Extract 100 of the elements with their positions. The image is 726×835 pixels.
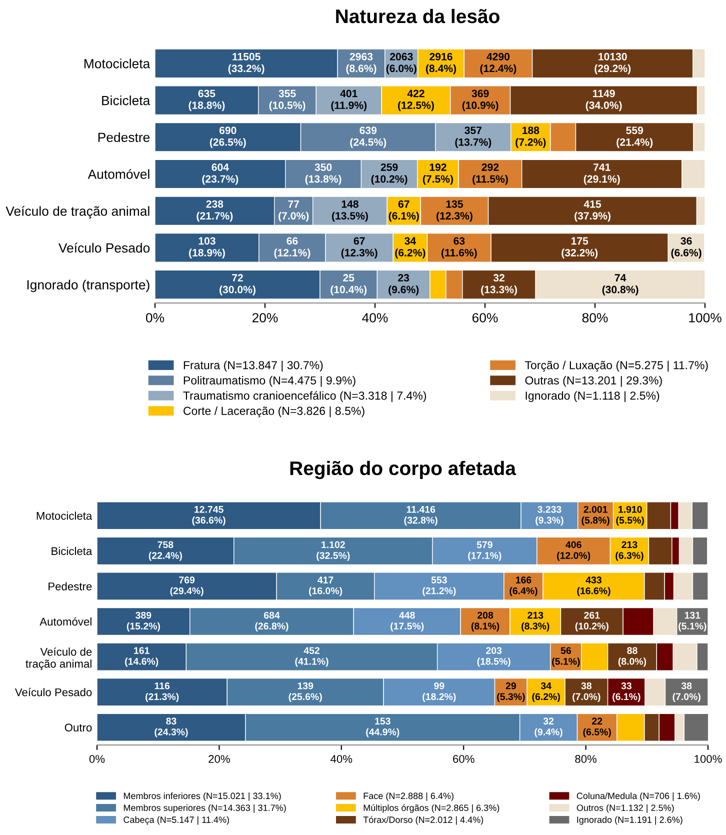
data-label: 116 (21.3%) xyxy=(146,682,179,702)
data-label: 389 (15.2%) xyxy=(126,612,160,632)
legend-label: Torção / Luxação (N=5.275 | 11.7%) xyxy=(524,360,708,372)
data-label: 77 (7.0%) xyxy=(278,200,309,222)
data-label: 36 (6.6%) xyxy=(671,237,702,259)
data-label: 2916 (8.4%) xyxy=(426,52,456,74)
y-tick-label: Outro xyxy=(64,724,92,732)
data-label: 4290 (12.4%) xyxy=(480,52,516,74)
data-label: 34 (6.2%) xyxy=(532,682,560,702)
data-label: 99 (18.2%) xyxy=(422,682,456,702)
data-label: 2963 (8.6%) xyxy=(346,52,376,74)
data-label: 741 (29.1%) xyxy=(584,164,620,185)
y-tick-label: Veículo de tração animal xyxy=(26,647,92,670)
y-tick-label: Bicicleta xyxy=(102,96,150,106)
data-label: 452 (41.1%) xyxy=(295,647,328,667)
y-tick-label: Veículo Pesado xyxy=(58,242,150,253)
data-label: 188 (7.2%) xyxy=(516,126,546,148)
data-label: 10130 (29.2%) xyxy=(594,52,631,74)
data-label: 32 (9.4%) xyxy=(534,718,562,738)
data-label: 22 (6.5%) xyxy=(583,718,611,738)
data-label: 29 (5.3%) xyxy=(497,682,525,702)
chart-title: Região do corpo afetada xyxy=(290,460,516,480)
y-tick-label: Pedestre xyxy=(98,132,150,142)
data-label: 139 (25.6%) xyxy=(288,682,322,702)
y-tick-label: Veículo Pesado xyxy=(14,688,92,696)
legend-label: Ignorado (N=1.191 | 2.6%) xyxy=(577,816,682,825)
data-label: 56 (5.1%) xyxy=(552,647,580,667)
data-label: 3.233 (9.3%) xyxy=(536,506,564,526)
data-label: 417 (16.0%) xyxy=(308,576,342,596)
legend-label: Múltiplos órgãos (N=2.865 | 6.3%) xyxy=(364,804,500,813)
data-label: 83 (24.3%) xyxy=(154,718,188,738)
data-label: 32 (13.3%) xyxy=(481,274,517,296)
legend-label: Cabeça (N=5.147 | 11.4%) xyxy=(124,816,229,825)
legend-label: Membros superiores (N=14.363 | 31.7%) xyxy=(124,804,286,813)
data-label: 769 (29.4%) xyxy=(170,576,204,596)
data-label: 684 (26.8%) xyxy=(255,612,288,632)
data-label: 153 (44.9%) xyxy=(366,718,400,738)
data-label: 1.910 (5.5%) xyxy=(616,506,644,526)
data-label: 38 (7.0%) xyxy=(572,682,600,702)
data-label: 11.416 (32.8%) xyxy=(404,506,438,526)
data-label: 406 (12.0%) xyxy=(557,541,590,561)
legend-label: Coluna/Medula (N=706 | 1.6%) xyxy=(576,792,700,801)
y-tick-label: Motocicleta xyxy=(36,512,92,520)
data-label: 369 (10.9%) xyxy=(462,90,498,112)
legend-label: Outros (N=1.132 | 2.5%) xyxy=(576,804,674,813)
y-tick-label: Automóvel xyxy=(40,617,92,626)
data-label: 25 (10.4%) xyxy=(330,274,367,296)
data-label: 422 (12.5%) xyxy=(398,90,434,112)
data-label: 559 (21.4%) xyxy=(616,126,653,148)
data-label: 148 (13.5%) xyxy=(332,200,368,222)
x-tick-label: 80% xyxy=(575,755,597,763)
legend-label: Membros inferiores (N=15.021 | 33.1%) xyxy=(124,792,281,801)
x-tick-label: 60% xyxy=(453,755,474,763)
data-label: 34 (6.2%) xyxy=(395,237,426,259)
data-label: 415 (37.9%) xyxy=(574,200,610,222)
x-tick-label: 40% xyxy=(362,313,388,322)
data-label: 33 (6.1%) xyxy=(612,682,640,702)
data-label: 213 (6.3%) xyxy=(616,541,644,561)
data-label: 131 (5.1%) xyxy=(678,612,706,632)
data-label: 690 (26.5%) xyxy=(210,126,246,148)
legend-label: Corte / Laceração (N=3.826 | 8.5%) xyxy=(184,406,364,418)
data-label: 135 (12.3%) xyxy=(436,200,472,222)
chart-title: Natureza da lesão xyxy=(336,8,500,24)
x-tick-label: 80% xyxy=(582,313,608,322)
data-label: 1149 (34.0%) xyxy=(586,90,622,112)
x-tick-label: 40% xyxy=(330,755,352,763)
data-label: 355 (10.5%) xyxy=(269,90,306,112)
y-tick-label: Veículo de tração animal xyxy=(6,206,150,219)
data-label: 74 (30.8%) xyxy=(602,274,638,296)
legend-label: Tórax/Dorso (N=2.012 | 4.4%) xyxy=(363,816,484,825)
data-label: 261 (10.2%) xyxy=(575,612,608,632)
data-label: 203 (18.5%) xyxy=(477,647,510,667)
y-tick-label: Motocicleta xyxy=(84,58,150,68)
data-label: 433 (16.6%) xyxy=(577,576,610,596)
x-tick-label: 60% xyxy=(472,313,498,322)
data-label: 635 (18.8%) xyxy=(188,90,225,112)
y-tick-label: Pedestre xyxy=(48,582,92,590)
data-label: 192 (7.5%) xyxy=(422,163,453,185)
data-label: 292 (11.5%) xyxy=(472,163,508,185)
x-tick-label: 0% xyxy=(89,755,105,763)
data-label: 66 (12.1%) xyxy=(274,237,310,259)
data-label: 208 (8.1%) xyxy=(471,612,500,632)
data-label: 259 (10.2%) xyxy=(371,163,408,185)
data-label: 166 (6.4%) xyxy=(510,576,538,596)
data-label: 357 (13.7%) xyxy=(455,126,492,148)
data-label: 67 (12.3%) xyxy=(341,237,378,259)
legend-label: Face (N=2.888 | 6.4%) xyxy=(364,792,454,801)
data-label: 350 (13.8%) xyxy=(305,163,342,185)
y-tick-label: Automóvel xyxy=(88,169,150,179)
data-label: 448 (17.5%) xyxy=(390,612,424,632)
legend-label: Traumatismo cranioencefálico (N=3.318 | 7.4%) xyxy=(183,391,426,402)
data-label: 213 (8.3%) xyxy=(522,612,550,632)
x-tick-label: 100% xyxy=(689,313,722,322)
data-label: 103 (18.9%) xyxy=(189,237,225,259)
x-tick-label: 20% xyxy=(208,755,230,763)
legend-label: Fratura (N=13.847 | 30.7%) xyxy=(184,360,323,372)
data-label: 579 (17.1%) xyxy=(468,541,502,561)
data-label: 38 (7.0%) xyxy=(672,682,700,702)
data-label: 758 (22.4%) xyxy=(148,541,182,561)
legend-label: Ignorado (N=1.118 | 2.5%) xyxy=(526,391,660,402)
